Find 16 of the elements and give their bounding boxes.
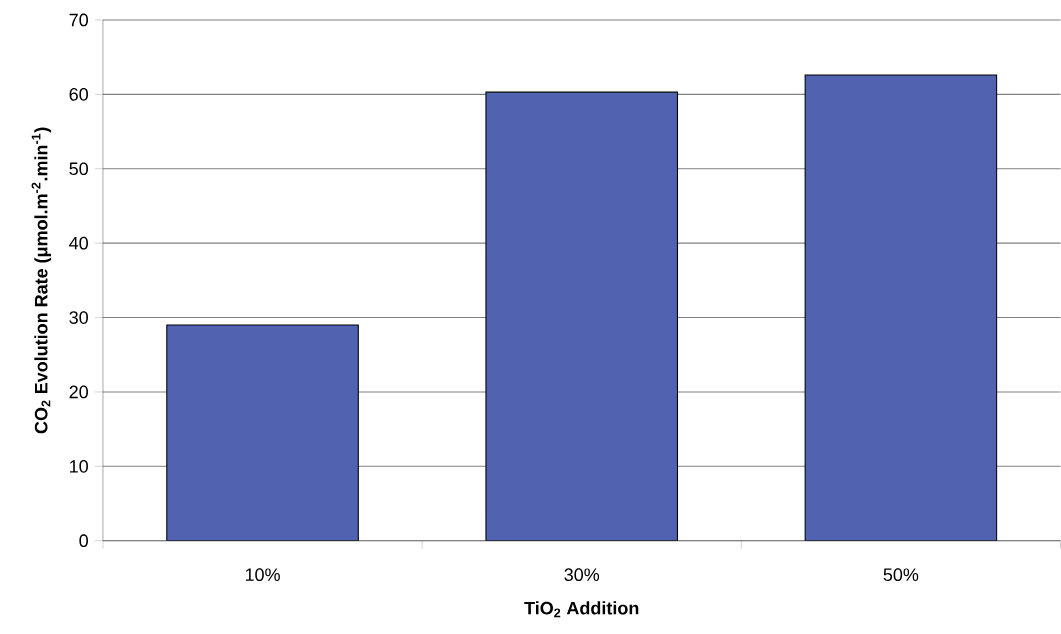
bar xyxy=(166,324,359,541)
y-tick-label: 0 xyxy=(79,534,88,548)
x-tick-label: 50% xyxy=(883,568,919,582)
y-tick-label: 40 xyxy=(69,236,88,250)
x-tick-label: 30% xyxy=(564,568,600,582)
y-tick-label: 70 xyxy=(69,13,88,27)
x-axis-title: TiO$_{2}$ Addition xyxy=(524,601,639,618)
y-tick-label: 10 xyxy=(70,460,88,473)
y-tick-label: 30 xyxy=(69,311,88,325)
x-tick-label: 10% xyxy=(245,568,280,582)
y-axis-title: CO$_{2}$ Evolution Rate (μmol.m$^{-2}$.min$^{-1}$) xyxy=(31,127,52,434)
y-tick-label: 50 xyxy=(69,162,88,176)
y-tick-label: 20 xyxy=(69,385,88,399)
bar xyxy=(804,74,998,541)
y-tick-label: 60 xyxy=(69,88,88,101)
bar xyxy=(485,91,679,541)
